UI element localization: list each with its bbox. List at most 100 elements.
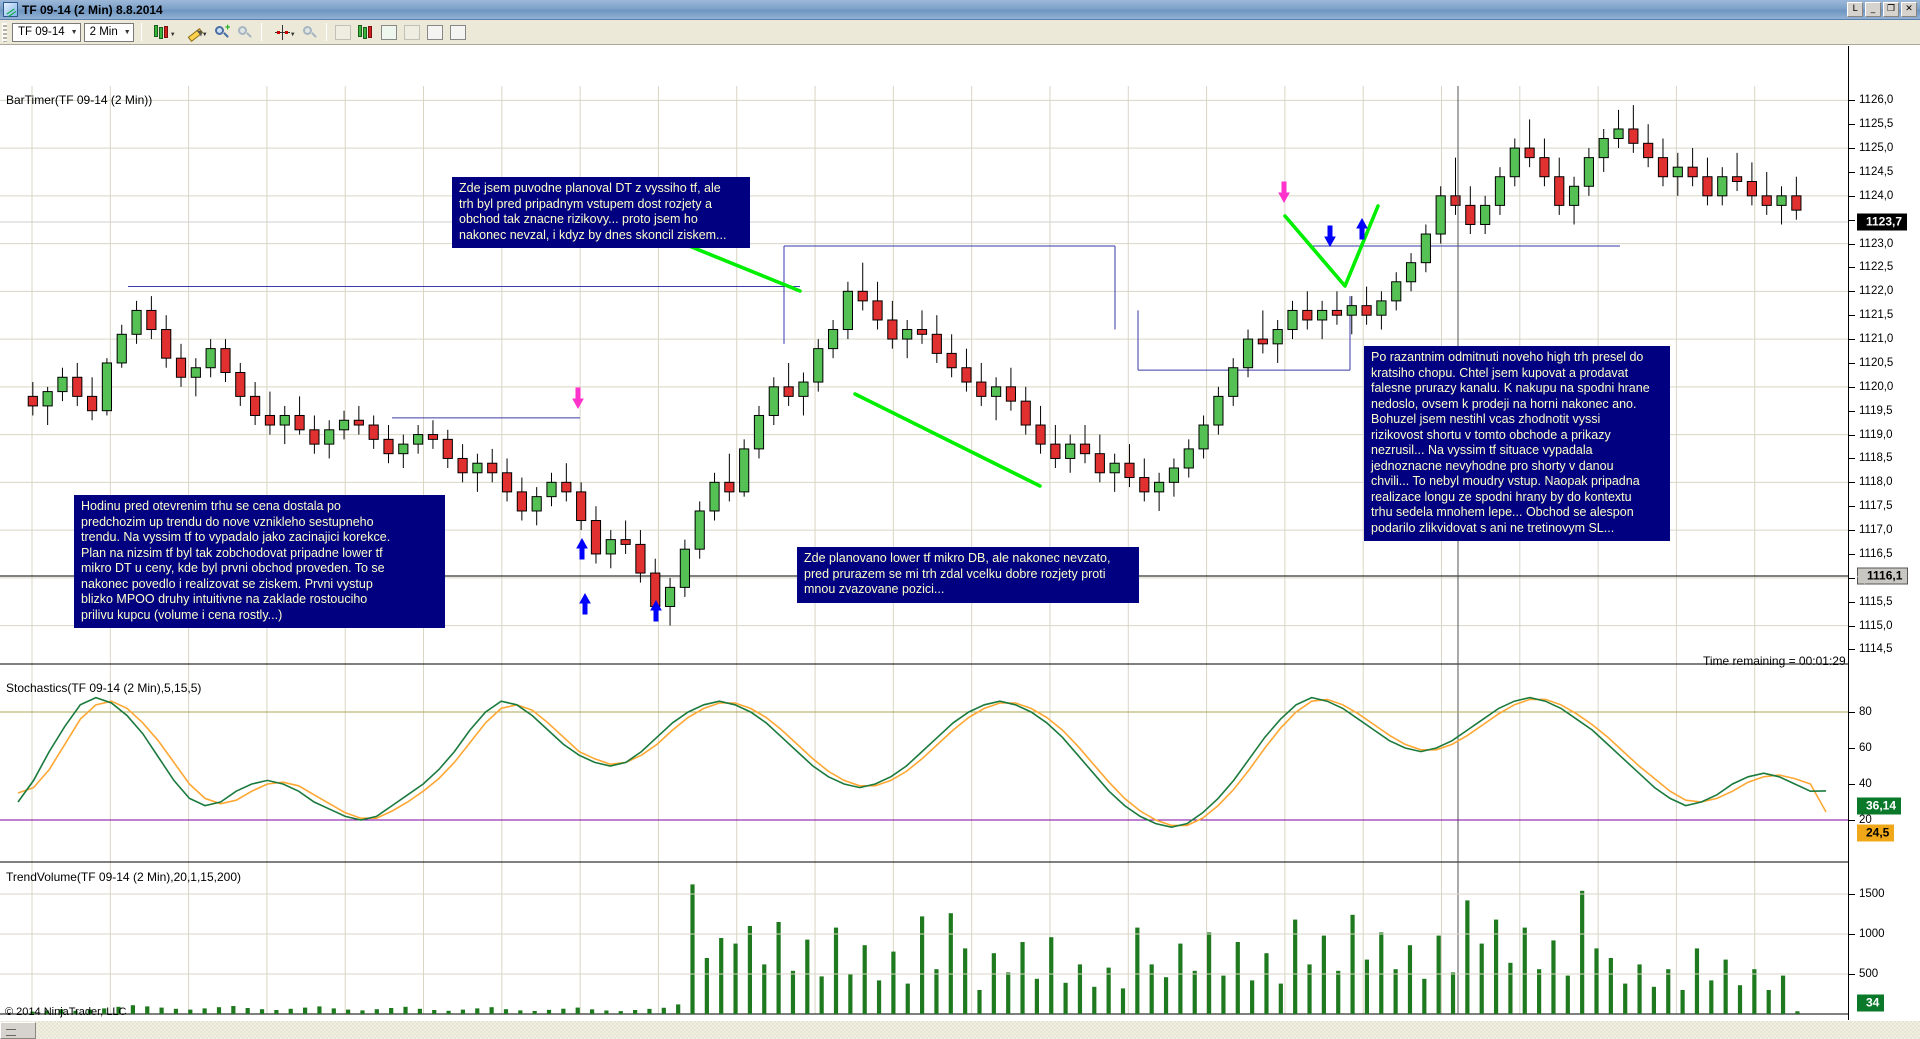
volume-bar — [432, 1010, 437, 1014]
volume-bar — [1077, 964, 1083, 1014]
volume-bar — [389, 1008, 394, 1014]
candle-body — [1494, 176, 1506, 206]
chevron-down-icon: ▼ — [70, 28, 78, 36]
candle-body — [1005, 386, 1017, 402]
restore-button[interactable]: ❐ — [1883, 2, 1899, 17]
zoom-in-button[interactable]: + — [211, 22, 233, 43]
chart-style-button[interactable]: ▼ — [147, 22, 178, 43]
candle-body — [516, 491, 527, 512]
trade-arrow — [650, 599, 662, 622]
candle-body — [753, 414, 765, 450]
volume-bar — [317, 1006, 322, 1014]
page-icon — [403, 24, 420, 40]
indicators-button[interactable] — [332, 22, 354, 43]
instrument-selector[interactable]: TF 09-14 ▼ — [12, 22, 81, 42]
axis-tick-label: 1117,5 — [1859, 500, 1893, 513]
axis-tick — [1849, 458, 1855, 460]
candle-body — [1554, 176, 1565, 206]
candle-body — [1124, 462, 1135, 479]
axis-tick — [1849, 649, 1855, 651]
candle-body — [442, 438, 453, 459]
candle-body — [1761, 195, 1772, 206]
candle-body — [146, 309, 157, 331]
axis-tick — [1849, 894, 1855, 895]
toolbar-grip[interactable] — [2, 22, 7, 42]
chart-plot-area[interactable]: BarTimer(TF 09-14 (2 Min)) Stochastics(T… — [0, 46, 1848, 1039]
volume-bar — [1479, 943, 1484, 1014]
candle-body — [679, 548, 690, 588]
toolbar-separator — [325, 23, 327, 41]
volume-bar — [87, 1009, 92, 1014]
link-button[interactable]: L — [1847, 2, 1863, 17]
chart-workspace[interactable]: BarTimer(TF 09-14 (2 Min)) Stochastics(T… — [0, 45, 1920, 1039]
volume-bar — [446, 1010, 451, 1014]
zoom-out-button[interactable] — [234, 22, 256, 43]
annotation-left[interactable]: Hodinu pred otevrenim trhu se cena dosta… — [74, 495, 445, 628]
volume-bar — [360, 1010, 365, 1014]
toolbar-separator — [260, 23, 262, 41]
drawing-tools-button[interactable]: ▼ — [179, 22, 210, 43]
volume-panel-label: TrendVolume(TF 09-14 (2 Min),20,1,15,200… — [6, 870, 242, 884]
axis-tick — [1849, 506, 1855, 508]
interval-selector[interactable]: 2 Min ▼ — [83, 22, 134, 42]
candle-body — [902, 329, 913, 340]
candle-body — [1287, 309, 1298, 331]
candle-body — [42, 391, 53, 407]
volume-bar — [1565, 975, 1570, 1014]
candle-body — [472, 462, 483, 474]
properties-button[interactable] — [401, 22, 423, 43]
volume-bar — [1580, 890, 1585, 1014]
candle-body — [353, 419, 364, 426]
axis-tick-label: 80 — [1859, 706, 1872, 718]
strategies-button[interactable] — [378, 22, 400, 43]
volume-bar — [173, 1008, 179, 1014]
candle-body — [887, 319, 898, 340]
axis-tick — [1849, 712, 1855, 713]
axis-tick-label: 1124,5 — [1859, 165, 1894, 178]
candle-body — [398, 443, 409, 455]
volume-bar — [1250, 980, 1255, 1014]
candle-body — [1079, 443, 1091, 455]
axis-tick-label: 1125,0 — [1859, 142, 1894, 155]
annotation-right[interactable]: Po razantnim odmitnuti noveho high trh p… — [1364, 346, 1670, 541]
minimize-button[interactable]: _ — [1865, 2, 1881, 17]
candle-body — [338, 419, 350, 431]
candle-body — [324, 429, 335, 445]
window-controls[interactable]: L _ ❐ ✕ — [1847, 2, 1917, 17]
volume-bar — [188, 1009, 193, 1014]
volume-bar — [1364, 959, 1370, 1014]
volume-bar — [1709, 980, 1714, 1014]
volume-bar — [1034, 978, 1039, 1014]
volume-bar — [1135, 927, 1140, 1014]
candle-body — [175, 357, 187, 378]
data-box-button[interactable] — [299, 22, 321, 43]
candle-body — [827, 329, 839, 350]
volume-bar — [1293, 919, 1298, 1014]
axis-tick — [1849, 124, 1855, 126]
horizontal-scrollbar[interactable] — [0, 1020, 1920, 1039]
axis-tick-label: 1119,0 — [1859, 428, 1893, 441]
grid-button[interactable] — [447, 22, 469, 43]
volume-bar — [546, 1009, 552, 1014]
annotation-middle[interactable]: Zde planovano lower tf mikro DB, ale nak… — [797, 547, 1139, 603]
crosshair-button[interactable]: ▼ — [267, 22, 298, 43]
volume-bar — [374, 1009, 379, 1014]
crosshair-icon — [274, 24, 290, 40]
annotation-top[interactable]: Zde jsem puvodne planoval DT z vyssiho t… — [452, 177, 750, 248]
chart-type-button[interactable] — [355, 22, 377, 43]
close-button[interactable]: ✕ — [1901, 2, 1917, 17]
candle-body — [1613, 128, 1624, 140]
scrollbar-thumb[interactable] — [0, 1022, 36, 1039]
axis-tick-label: 40 — [1859, 778, 1872, 790]
window-title: TF 09-14 (2 Min) 8.8.2014 — [22, 2, 163, 17]
axis-tick-label: 1123,0 — [1859, 237, 1894, 250]
candle-body — [57, 376, 68, 393]
right-axis[interactable]: 1126,01125,51125,01124,51124,01123,51123… — [1848, 46, 1920, 1039]
volume-bar — [604, 1010, 609, 1014]
axis-tick-label: 1126,0 — [1859, 94, 1894, 107]
volume-bar — [690, 884, 695, 1014]
axis-tick-label: 1122,0 — [1859, 285, 1894, 298]
panel-button[interactable] — [424, 22, 446, 43]
axis-tick — [1849, 243, 1855, 245]
candle-body — [1480, 204, 1491, 225]
